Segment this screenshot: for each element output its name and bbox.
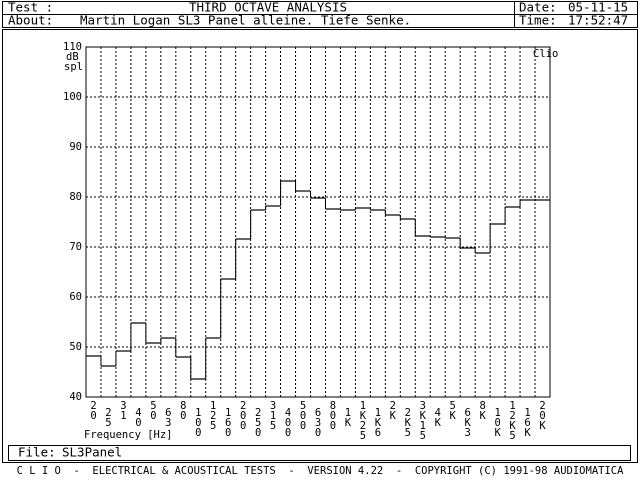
time-label: Time:: [519, 13, 557, 28]
title: THIRD OCTAVE ANALYSIS: [189, 0, 347, 15]
x-label: Frequency [Hz]: [84, 429, 173, 441]
y-tick-label: 40: [69, 391, 82, 403]
date-label: Date:: [519, 0, 557, 15]
y-label: spl: [64, 61, 83, 73]
footer: C L I O - ELECTRICAL & ACOUSTICAL TESTS …: [17, 465, 625, 477]
y-tick-label: 110: [63, 41, 82, 53]
annotation: Clio: [533, 48, 558, 60]
y-tick-label: 100: [63, 91, 82, 103]
time: 17:52:47: [568, 13, 628, 28]
y-label: dB: [66, 51, 79, 63]
main-box: [2, 29, 638, 463]
y-tick-label: 70: [69, 241, 82, 253]
file-label: File:: [18, 445, 56, 460]
y-tick-label: 80: [69, 191, 82, 203]
plot-frame: [85, 46, 551, 398]
y-tick-label: 60: [69, 291, 82, 303]
file-box: [8, 445, 631, 461]
date: 05-11-15: [568, 0, 628, 15]
y-tick-label: 50: [69, 341, 82, 353]
about-label: About:: [8, 13, 53, 28]
file-name: SL3Panel: [62, 445, 122, 460]
about: Martin Logan SL3 Panel alleine. Tiefe Se…: [80, 13, 411, 28]
test-label: Test :: [8, 0, 53, 15]
y-tick-label: 90: [69, 141, 82, 153]
